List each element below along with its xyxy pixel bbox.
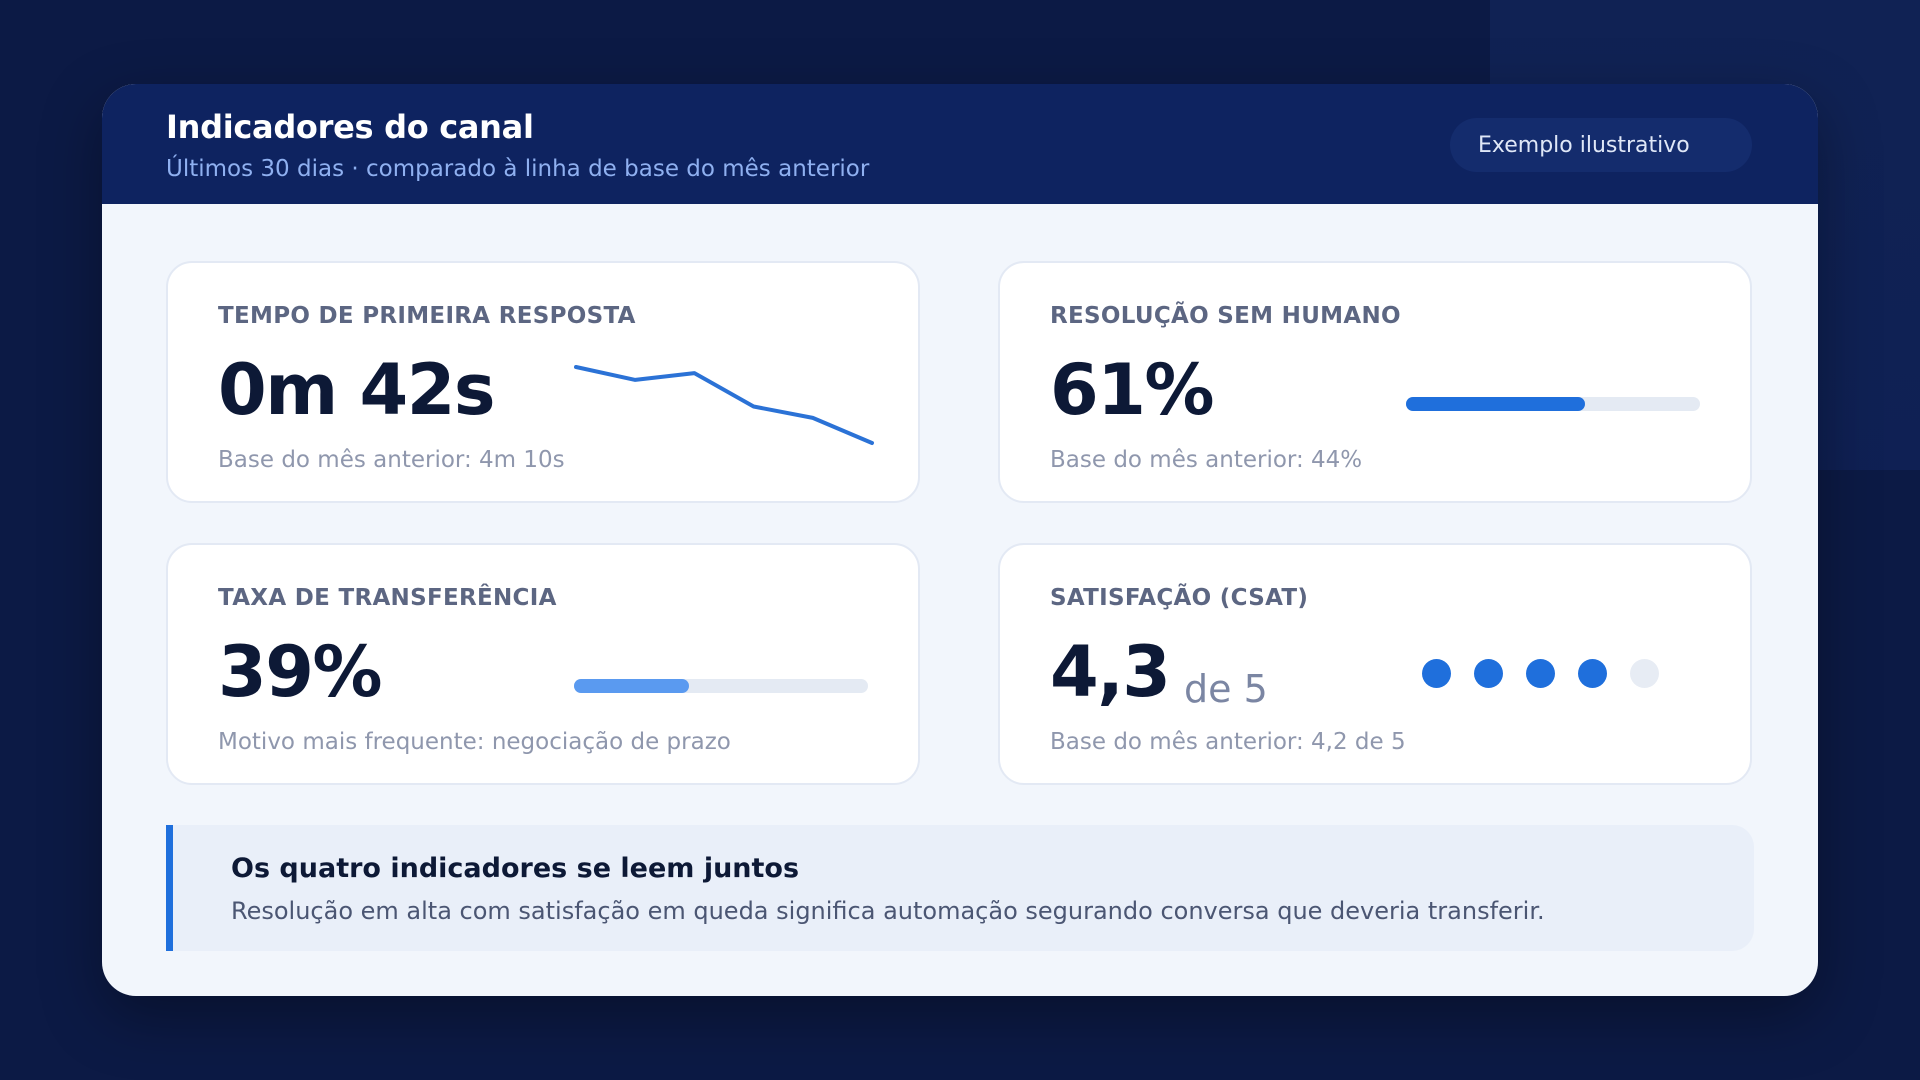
transfer-progress-fill: [574, 679, 689, 693]
transfer-progress-track: [574, 679, 868, 693]
card-resolution-without-human: RESOLUÇÃO SEM HUMANO 61% Base do mês ant…: [998, 261, 1752, 503]
card-transfer-rate: TAXA DE TRANSFERÊNCIA 39% Motivo mais fr…: [166, 543, 920, 785]
card-label: SATISFAÇÃO (CSAT): [1050, 585, 1309, 611]
card-unit: de 5: [1184, 667, 1268, 711]
indicators-panel: Indicadores do canal Últimos 30 dias · c…: [102, 84, 1818, 996]
rating-dot-filled: [1526, 659, 1555, 688]
callout-title: Os quatro indicadores se leem juntos: [231, 853, 800, 884]
rating-dot-filled: [1578, 659, 1607, 688]
resolution-progress-track: [1406, 397, 1700, 411]
card-value: 4,3: [1050, 631, 1171, 713]
panel-header: Indicadores do canal Últimos 30 dias · c…: [102, 84, 1818, 204]
sparkline-line: [574, 365, 874, 445]
rating-dot-empty: [1630, 659, 1659, 688]
callout-text: Resolução em alta com satisfação em qued…: [231, 897, 1545, 925]
card-label: TAXA DE TRANSFERÊNCIA: [218, 585, 557, 611]
card-csat: SATISFAÇÃO (CSAT) 4,3 de 5 Base do mês a…: [998, 543, 1752, 785]
csat-rating-dots: [1422, 659, 1682, 689]
card-first-response-time: TEMPO DE PRIMEIRA RESPOSTA 0m 42s Base d…: [166, 261, 920, 503]
insight-callout: Os quatro indicadores se leem juntos Res…: [166, 825, 1754, 951]
rating-dot-filled: [1422, 659, 1451, 688]
card-value: 39%: [218, 631, 383, 713]
card-label: TEMPO DE PRIMEIRA RESPOSTA: [218, 303, 636, 329]
card-label: RESOLUÇÃO SEM HUMANO: [1050, 303, 1401, 329]
card-value: 0m 42s: [218, 349, 496, 431]
resolution-progress-fill: [1406, 397, 1586, 411]
panel-title: Indicadores do canal: [166, 108, 534, 146]
illustrative-badge: Exemplo ilustrativo: [1450, 118, 1752, 172]
trend-sparkline: [574, 365, 874, 445]
card-note: Motivo mais frequente: negociação de pra…: [218, 729, 731, 755]
panel-subtitle: Últimos 30 dias · comparado à linha de b…: [166, 156, 870, 182]
rating-dot-filled: [1474, 659, 1503, 688]
card-baseline: Base do mês anterior: 4m 10s: [218, 447, 565, 473]
card-value: 61%: [1050, 349, 1215, 431]
card-baseline: Base do mês anterior: 4,2 de 5: [1050, 729, 1406, 755]
card-baseline: Base do mês anterior: 44%: [1050, 447, 1363, 473]
